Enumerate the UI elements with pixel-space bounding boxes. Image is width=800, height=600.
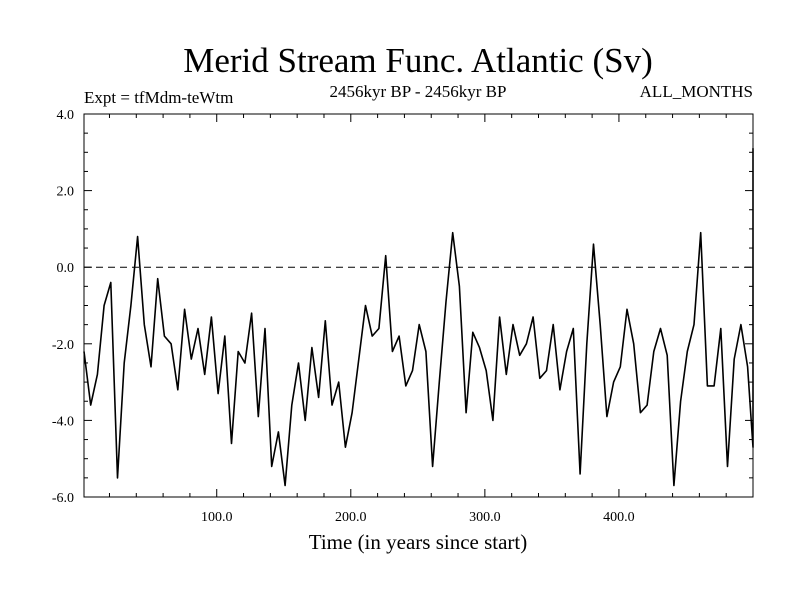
x-tick-label: 300.0 (469, 510, 501, 525)
y-tick-label: 4.0 (57, 108, 75, 123)
y-tick-label: -4.0 (52, 414, 74, 429)
y-tick-label: -6.0 (52, 491, 74, 506)
y-tick-label: 0.0 (57, 261, 75, 276)
x-tick-label: 100.0 (201, 510, 233, 525)
y-tick-label: -2.0 (52, 338, 74, 353)
months-label: ALL_MONTHS (640, 82, 753, 101)
y-tick-label: 2.0 (57, 185, 75, 200)
x-tick-label: 200.0 (335, 510, 367, 525)
x-axis-label: Time (in years since start) (309, 530, 528, 554)
plot-frame (83, 113, 754, 498)
x-tick-label: 400.0 (603, 510, 635, 525)
period-label: 2456kyr BP - 2456kyr BP (330, 82, 507, 101)
chart-title: Merid Stream Func. Atlantic (Sv) (183, 41, 653, 80)
series-line (83, 147, 754, 487)
experiment-label: Expt = tfMdm-teWtm (84, 88, 233, 107)
